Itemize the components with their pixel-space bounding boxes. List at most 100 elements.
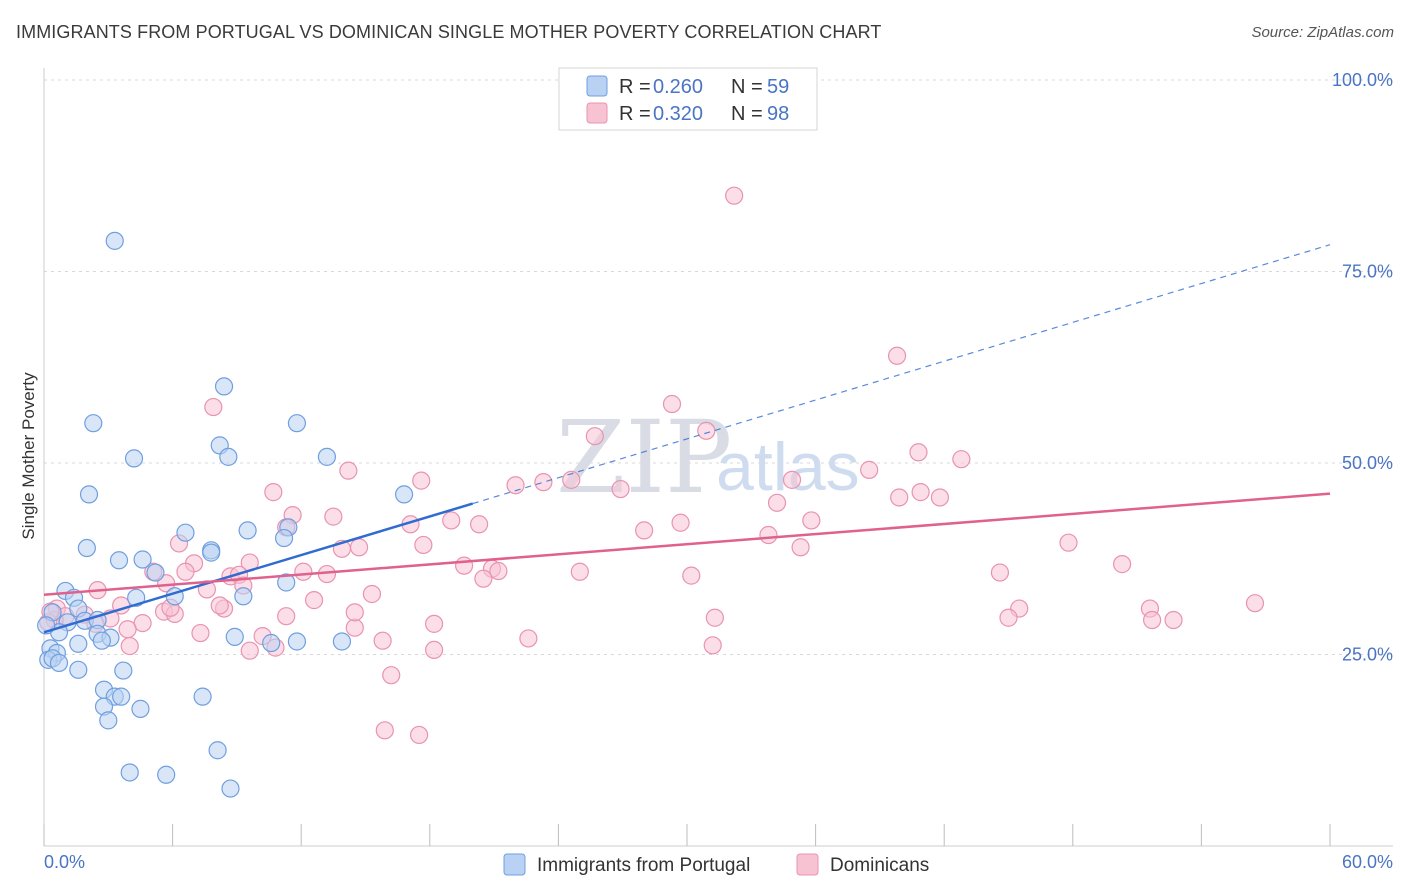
dominicans-point-3 <box>204 397 223 417</box>
dominicans-point-20 <box>767 493 787 512</box>
dominicans-point-22 <box>324 507 343 526</box>
portugal-point-6 <box>219 447 238 466</box>
dominicans-point-87 <box>240 641 259 660</box>
chart-title: IMMIGRANTS FROM PORTUGAL VS DOMINICAN SI… <box>16 22 882 42</box>
dominicans-point-76 <box>1245 594 1265 613</box>
dominicans-point-83 <box>373 631 392 650</box>
bottom-legend-swatch-pink <box>796 853 819 876</box>
portugal-point-40 <box>332 632 352 651</box>
portugal-point-45 <box>69 660 88 679</box>
legend-swatch-blue <box>586 75 608 97</box>
portugal-point-20 <box>277 573 296 592</box>
dominicans-point-80 <box>118 620 137 639</box>
dominicans-point-72 <box>705 608 724 627</box>
dominicans-point-53 <box>990 563 1010 582</box>
dominicans-point-36 <box>414 535 433 555</box>
dominicans-point-5 <box>697 421 716 440</box>
y-tick-label-2: 75.0% <box>1342 262 1393 282</box>
dominicans-point-45 <box>176 562 195 581</box>
dominicans-point-0 <box>725 186 744 205</box>
dominicans-point-57 <box>362 584 382 604</box>
portugal-point-9 <box>394 485 414 504</box>
legend-r-value-blue: 0.260 <box>653 76 703 98</box>
dominicans-point-32 <box>1059 533 1078 552</box>
dominicans-point-74 <box>999 608 1018 627</box>
legend-n-value-pink: 98 <box>767 103 789 125</box>
portugal-point-49 <box>112 687 131 706</box>
y-tick-labels: 25.0% 50.0% 75.0% 100.0% <box>1332 70 1393 665</box>
dominicans-point-1 <box>887 346 907 365</box>
dominicans-point-84 <box>519 629 538 648</box>
dominicans-point-92 <box>409 725 429 745</box>
portugal-point-8 <box>79 485 99 504</box>
portugal-point-57 <box>221 779 240 798</box>
bottom-legend-label-pink: Dominicans <box>830 855 929 876</box>
dominicans-point-89 <box>424 640 444 660</box>
portugal-point-23 <box>234 587 253 606</box>
dominicans-point-86 <box>120 636 139 656</box>
dominicans-point-79 <box>191 623 210 643</box>
dominicans-point-12 <box>534 473 553 492</box>
dominicans-point-78 <box>1164 610 1183 630</box>
dominicans-point-15 <box>782 470 802 489</box>
x-tick-left: 0.0% <box>44 852 85 872</box>
portugal-point-34 <box>92 631 111 650</box>
bottom-legend-swatch-blue <box>503 853 526 876</box>
dominicans-point-29 <box>635 521 654 540</box>
trend-dominicans <box>43 492 1331 596</box>
portugal-point-14 <box>77 538 96 558</box>
dominicans-point-9 <box>860 460 879 479</box>
legend: R = 0.260 N = 59 R = 0.320 N = 98 <box>558 67 818 131</box>
portugal-point-35 <box>69 634 88 653</box>
y-axis-label: Single Mother Poverty <box>19 372 38 540</box>
legend-r-value-pink: 0.320 <box>653 103 703 125</box>
dominicans-point-4 <box>585 427 604 446</box>
axes <box>43 68 1393 847</box>
legend-swatch-pink <box>586 102 608 124</box>
dominicans-point-24 <box>442 511 461 530</box>
portugal-point-56 <box>157 765 176 784</box>
dominicans-point-70 <box>277 607 296 626</box>
portugal-point-52 <box>131 699 150 718</box>
dominicans-point-10 <box>412 471 431 490</box>
dominicans-point-39 <box>454 556 474 575</box>
legend-n-label-pink: N = <box>731 103 763 125</box>
portugal-point-3 <box>287 414 307 433</box>
dominicans-point-7 <box>952 450 971 469</box>
dominicans-point-14 <box>611 479 630 499</box>
watermark-atlas: atlas <box>716 429 860 505</box>
dominicans-point-25 <box>469 515 489 534</box>
trend-portugal-extrapolated <box>472 244 1331 505</box>
dominicans-point-18 <box>911 483 930 502</box>
trend-portugal <box>43 502 474 634</box>
portugal-point-19 <box>146 563 165 582</box>
portugal-point-50 <box>193 687 212 706</box>
dominicans-point-96 <box>345 603 364 622</box>
portugal-point-46 <box>114 661 133 680</box>
series-portugal <box>37 231 414 798</box>
dominicans-point-41 <box>682 566 701 585</box>
dominicans-point-13 <box>562 470 581 489</box>
dominicans-point-77 <box>1143 610 1162 630</box>
dominicans-point-90 <box>382 666 401 685</box>
portugal-point-1 <box>214 377 234 396</box>
portugal-point-55 <box>120 763 139 782</box>
dominicans-point-8 <box>339 461 358 480</box>
portugal-point-12 <box>238 521 257 540</box>
dominicans-point-16 <box>264 483 283 502</box>
dominicans-point-85 <box>703 636 722 655</box>
dominicans-point-31 <box>791 538 810 557</box>
dominicans-point-82 <box>345 618 364 637</box>
trend-lines <box>43 244 1331 634</box>
bottom-legend: Immigrants from Portugal Dominicans <box>503 853 929 876</box>
dominicans-point-30 <box>759 525 778 545</box>
portugal-point-2 <box>84 414 103 433</box>
dominicans-point-93 <box>210 596 229 615</box>
portugal-point-16 <box>133 550 152 569</box>
portugal-point-54 <box>208 741 227 760</box>
bottom-legend-label-blue: Immigrants from Portugal <box>537 855 750 876</box>
dominicans-point-51 <box>489 561 508 581</box>
dominicans-point-40 <box>570 562 589 581</box>
dominicans-point-2 <box>662 394 682 414</box>
